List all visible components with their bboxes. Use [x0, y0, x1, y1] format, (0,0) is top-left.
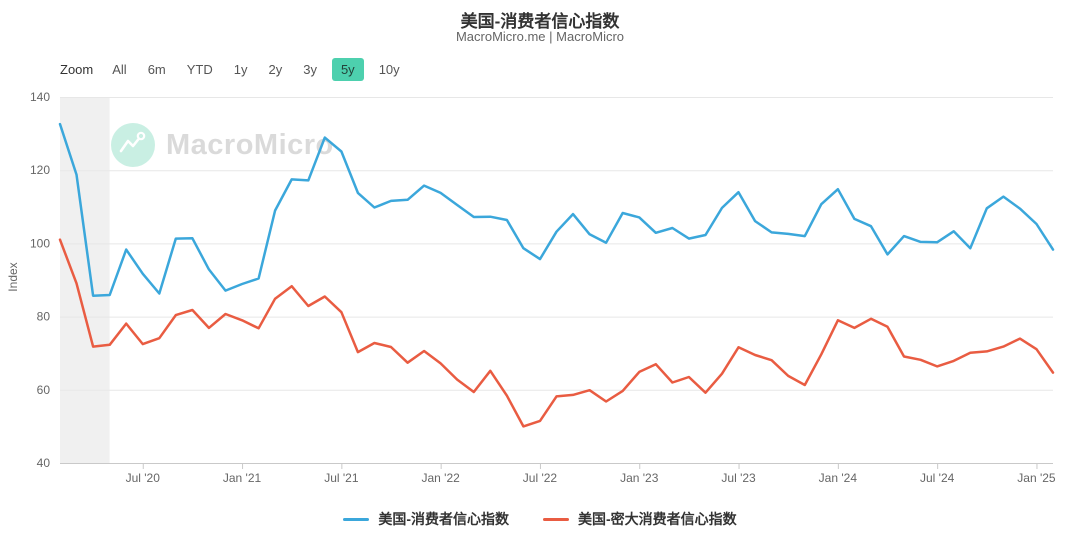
range-button-all[interactable]: All — [106, 58, 132, 81]
svg-text:Jan '22: Jan '22 — [421, 471, 460, 485]
range-button-10y[interactable]: 10y — [373, 58, 406, 81]
legend: 美国-消费者信心指数 美国-密大消费者信心指数 — [0, 509, 1080, 529]
legend-label-series1: 美国-消费者信心指数 — [378, 511, 509, 527]
svg-text:Jul '20: Jul '20 — [126, 471, 161, 485]
range-button-5y[interactable]: 5y — [331, 58, 364, 81]
svg-text:60: 60 — [37, 383, 51, 397]
range-button-ytd[interactable]: YTD — [181, 58, 219, 81]
svg-text:80: 80 — [37, 310, 51, 324]
svg-text:Jul '23: Jul '23 — [721, 471, 756, 485]
series1-color-dash — [343, 517, 370, 521]
range-button-6m[interactable]: 6m — [142, 58, 172, 81]
svg-text:Jan '21: Jan '21 — [223, 471, 262, 485]
svg-text:120: 120 — [30, 163, 50, 177]
watermark: MacroMicro — [111, 123, 334, 167]
chart-subtitle: MacroMicro.me | MacroMicro — [455, 29, 625, 44]
series2-color-dash — [543, 517, 569, 521]
svg-text:Jul '24: Jul '24 — [920, 471, 955, 485]
legend-label-series2: 美国-密大消费者信心指数 — [578, 511, 737, 527]
svg-text:Jul '22: Jul '22 — [523, 471, 558, 485]
svg-text:Jan '24: Jan '24 — [819, 471, 858, 485]
svg-text:140: 140 — [30, 90, 50, 104]
macromicro-logo-icon — [111, 123, 155, 167]
range-selector: Zoom All 6m YTD 1y 2y 3y 5y 10y — [60, 58, 406, 81]
svg-text:40: 40 — [37, 456, 51, 470]
zoom-label: Zoom — [60, 62, 94, 77]
range-button-2y[interactable]: 2y — [262, 58, 288, 81]
svg-text:Jan '23: Jan '23 — [620, 471, 659, 485]
legend-item-michigan[interactable]: 美国-密大消费者信心指数 — [543, 509, 737, 529]
svg-text:100: 100 — [30, 236, 50, 250]
chart-title: 美国-消费者信心指数 — [460, 12, 620, 31]
legend-item-conference-board[interactable]: 美国-消费者信心指数 — [343, 509, 509, 529]
range-button-3y[interactable]: 3y — [297, 58, 323, 81]
svg-text:Jul '21: Jul '21 — [324, 471, 359, 485]
range-button-1y[interactable]: 1y — [228, 58, 254, 81]
svg-text:Jan '25: Jan '25 — [1017, 471, 1056, 485]
watermark-text: MacroMicro — [166, 128, 334, 161]
